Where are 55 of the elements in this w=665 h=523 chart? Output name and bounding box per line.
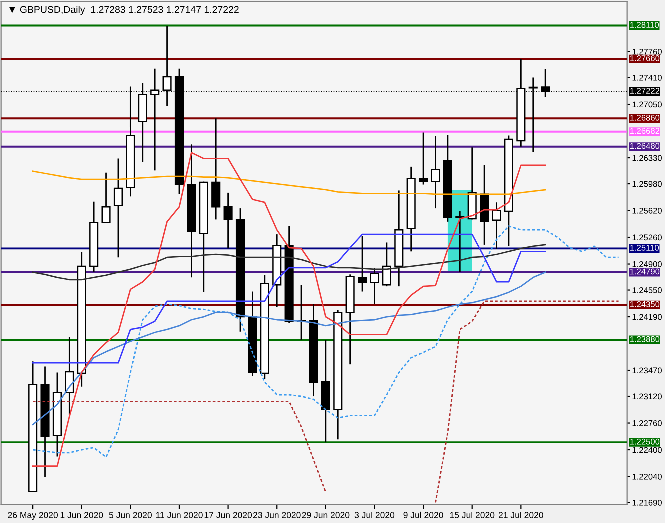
y-tick-label: 1.22400 <box>632 447 662 454</box>
candlestick <box>419 132 428 186</box>
y-tick-label: 1.27760 <box>632 48 662 55</box>
ref-line-label: 1.26480 <box>630 143 660 150</box>
x-tick-label: 29 Jun 2020 <box>302 512 350 518</box>
y-tick-label: 1.23120 <box>632 394 662 400</box>
candlestick <box>358 235 368 292</box>
ref-line-label: 1.24790 <box>630 268 660 275</box>
candlestick <box>431 136 440 210</box>
ref-line-label: 1.28110 <box>630 22 660 28</box>
candlestick <box>224 192 233 250</box>
x-tick-label: 9 Jul 2020 <box>404 512 444 518</box>
y-tick-label: 1.25980 <box>632 181 662 188</box>
ref-line-label: 1.26860 <box>630 114 660 121</box>
ref-line-label: 1.26682 <box>630 128 660 134</box>
candlestick <box>382 242 392 288</box>
y-tick-label: 1.26330 <box>632 155 662 162</box>
y-tick-label: 1.24900 <box>632 261 662 268</box>
y-tick-label: 1.25620 <box>632 208 662 214</box>
y-tick-label: 1.22760 <box>632 420 662 426</box>
x-tick-label: 1 Jun 2020 <box>60 512 104 518</box>
ref-line-label: 1.22500 <box>630 438 660 445</box>
y-tick-label: 1.24190 <box>632 314 662 320</box>
x-tick-label: 21 Jul 2020 <box>498 512 544 518</box>
candlestick <box>456 210 465 274</box>
ref-line-label: 1.27660 <box>630 56 660 62</box>
candlestick <box>102 172 111 224</box>
x-tick-label: 26 May 2020 <box>8 512 58 520</box>
x-tick-label: 3 Jul 2020 <box>354 512 395 518</box>
y-tick-label: 1.23470 <box>632 368 662 374</box>
x-tick-label: 23 Jun 2020 <box>253 512 301 518</box>
candlestick <box>65 336 74 416</box>
ref-line-label: 1.27222 <box>630 88 660 94</box>
y-tick-label: 1.24550 <box>632 287 662 294</box>
candlestick <box>114 158 124 258</box>
line-series <box>32 234 546 364</box>
y-tick-label: 1.27410 <box>632 74 662 81</box>
y-tick-label: 1.25260 <box>632 234 662 241</box>
line-series <box>32 226 620 458</box>
candlestick <box>370 267 380 306</box>
ref-line-label: 1.23880 <box>630 336 660 342</box>
x-tick-label: 15 Jul 2020 <box>450 512 495 518</box>
x-tick-label: 5 Jun 2020 <box>109 512 152 518</box>
ref-line-label: 1.24350 <box>630 301 660 308</box>
line-series <box>32 170 546 196</box>
x-tick-label: 11 Jun 2020 <box>156 512 203 518</box>
x-tick-label: 17 Jun 2020 <box>204 512 252 518</box>
y-tick-label: 1.27050 <box>632 102 662 108</box>
chart-title: ▼ GBPUSD,Daily 1.27283 1.27523 1.27147 1.27222 <box>10 6 239 16</box>
line-series <box>32 152 546 468</box>
line-series <box>32 272 546 426</box>
y-tick-label: 1.22040 <box>632 474 662 480</box>
candlestick <box>492 202 502 250</box>
ref-line-label: 1.25110 <box>630 245 660 251</box>
y-tick-label: 1.21690 <box>632 500 662 506</box>
